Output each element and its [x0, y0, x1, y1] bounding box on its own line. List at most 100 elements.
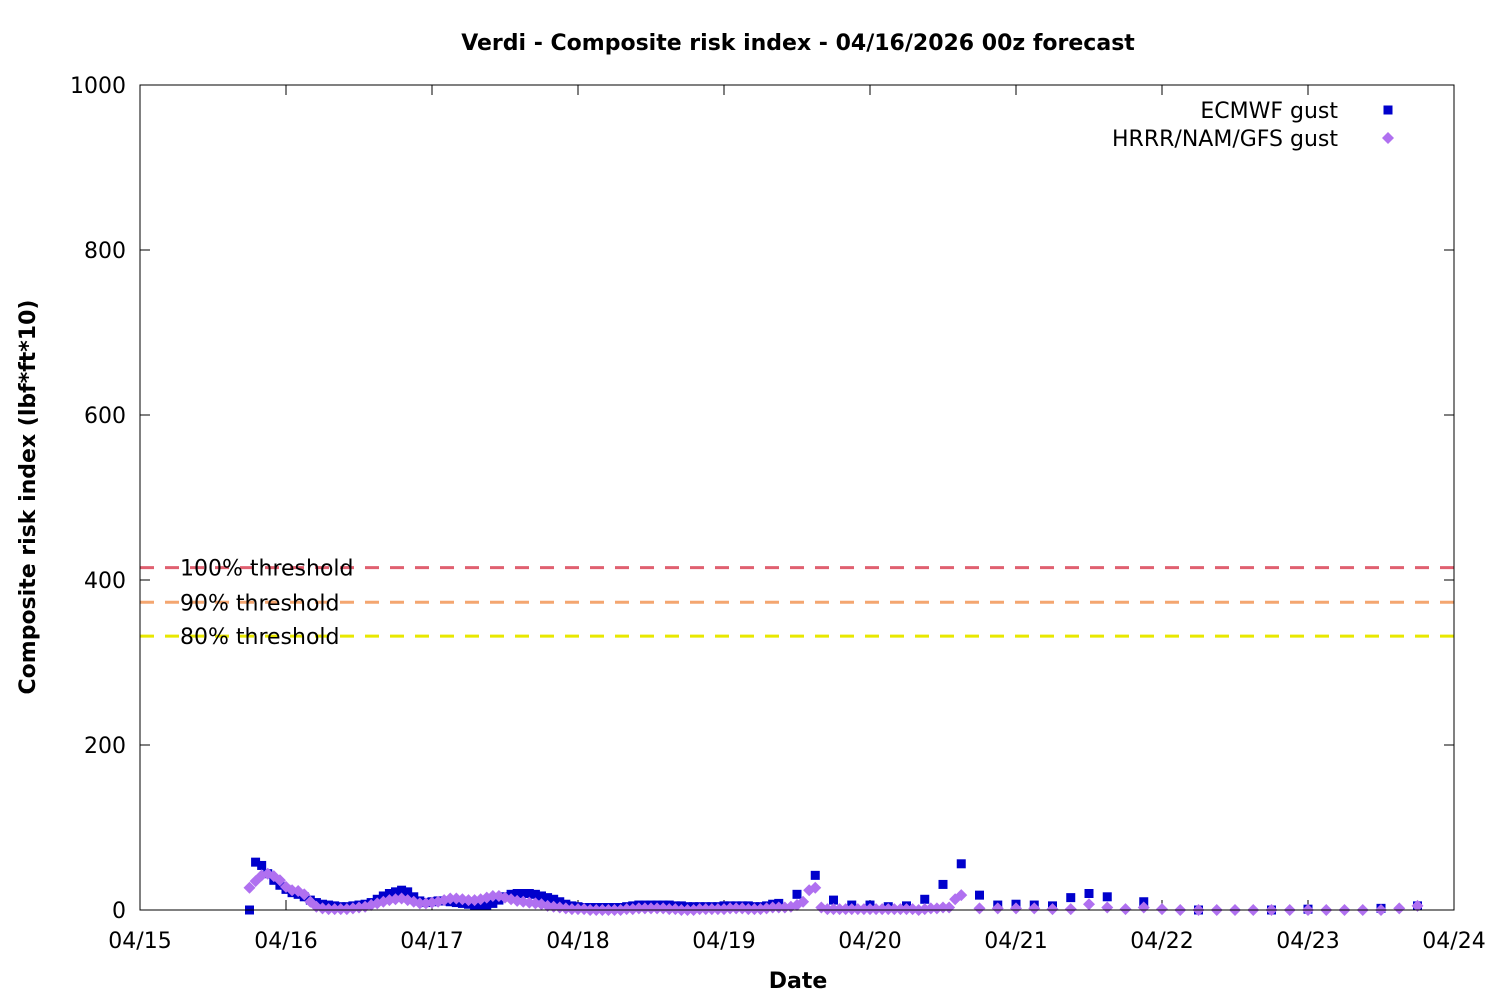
data-point — [243, 881, 256, 894]
x-tick-label: 04/23 — [1276, 929, 1339, 954]
data-point — [462, 894, 475, 907]
data-point — [809, 881, 822, 894]
data-point — [882, 903, 895, 916]
data-point — [730, 902, 743, 915]
data-point — [705, 903, 718, 916]
data-point — [638, 902, 651, 915]
x-tick-label: 04/19 — [692, 929, 755, 954]
data-point — [1101, 901, 1114, 914]
data-point — [1066, 893, 1076, 903]
data-point — [888, 903, 901, 916]
data-point — [955, 889, 968, 902]
data-point — [870, 903, 883, 916]
data-point — [900, 903, 913, 916]
data-point — [632, 902, 645, 915]
data-point — [322, 903, 335, 916]
x-tick-label: 04/24 — [1422, 929, 1485, 954]
y-tick-label: 600 — [84, 404, 126, 429]
data-point — [810, 870, 820, 880]
data-point — [711, 903, 724, 916]
data-point — [1393, 902, 1406, 915]
legend-label: HRRR/NAM/GFS gust — [1112, 127, 1338, 152]
legend: ECMWF gust HRRR/NAM/GFS gust — [1112, 99, 1394, 152]
data-point — [620, 903, 633, 916]
legend-marker — [1383, 105, 1393, 115]
data-point — [572, 903, 584, 916]
data-point — [956, 859, 966, 869]
data-point — [937, 901, 949, 914]
y-tick-label: 0 — [112, 899, 126, 924]
data-point — [851, 903, 864, 916]
y-axis-title: Composite risk index (lbf*ft*10) — [16, 300, 41, 695]
data-point — [518, 889, 528, 898]
data-point — [549, 894, 559, 904]
data-point — [651, 902, 664, 915]
data-point — [766, 901, 779, 914]
x-tick-label: 04/17 — [400, 929, 463, 954]
data-point — [876, 903, 889, 916]
data-point — [943, 901, 956, 914]
x-axis-title: Date — [769, 969, 828, 994]
chart-title: Verdi - Composite risk index - 04/16/202… — [461, 31, 1135, 56]
data-point — [1119, 903, 1132, 916]
data-point — [537, 891, 546, 901]
threshold-label: 100% threshold — [180, 557, 354, 582]
data-point — [249, 875, 262, 888]
data-point — [827, 903, 840, 916]
data-point — [975, 890, 984, 900]
data-point — [397, 885, 407, 895]
data-point — [924, 902, 937, 915]
axis-ticks: 04/15 04/16 04/17 04/18 04/19 04/20 04/21 04/22… — [70, 74, 1486, 954]
data-point — [1156, 903, 1168, 916]
plot-frame — [139, 84, 1455, 911]
data-point — [1083, 898, 1095, 911]
data-point — [1411, 899, 1424, 912]
data-point — [403, 887, 413, 897]
x-tick-label: 04/18 — [546, 929, 609, 954]
data-point — [938, 879, 948, 889]
data-point — [1046, 903, 1059, 916]
data-point — [699, 903, 712, 916]
data-point — [920, 894, 930, 904]
data-point — [821, 903, 834, 916]
data-point — [251, 857, 261, 867]
data-point — [857, 903, 870, 916]
data-point — [792, 889, 802, 899]
x-tick-label: 04/15 — [108, 929, 171, 954]
data-point — [724, 902, 737, 915]
data-point — [334, 903, 347, 916]
data-point — [413, 897, 426, 910]
data-point — [1064, 903, 1077, 916]
y-tick-label: 400 — [84, 569, 126, 594]
data-point — [328, 903, 341, 916]
thresholds: 100% threshold 90% threshold 80% threshold — [140, 557, 1454, 650]
data-point — [1102, 892, 1112, 902]
data-point — [488, 898, 498, 908]
data-point — [530, 889, 540, 899]
data-point — [482, 900, 492, 910]
data-point — [772, 901, 785, 914]
data-point — [524, 889, 534, 898]
legend-marker — [1382, 132, 1394, 144]
data-point — [384, 889, 394, 898]
y-tick-label: 800 — [84, 239, 126, 264]
y-tick-label: 1000 — [70, 74, 126, 99]
data-point — [543, 893, 553, 903]
data-point — [1010, 902, 1022, 915]
data-point — [476, 901, 486, 911]
x-tick-label: 04/20 — [838, 929, 901, 954]
y-tick-label: 200 — [84, 734, 126, 759]
data-point — [829, 895, 838, 905]
data-point — [273, 874, 286, 887]
data-point — [391, 887, 400, 897]
data-point — [845, 903, 858, 916]
x-tick-label: 04/21 — [984, 929, 1047, 954]
data-point — [797, 895, 810, 908]
data-point — [1084, 889, 1094, 898]
legend-label: ECMWF gust — [1200, 99, 1338, 124]
data-point — [298, 888, 311, 901]
data-point — [1137, 901, 1150, 914]
data-point — [693, 903, 706, 916]
